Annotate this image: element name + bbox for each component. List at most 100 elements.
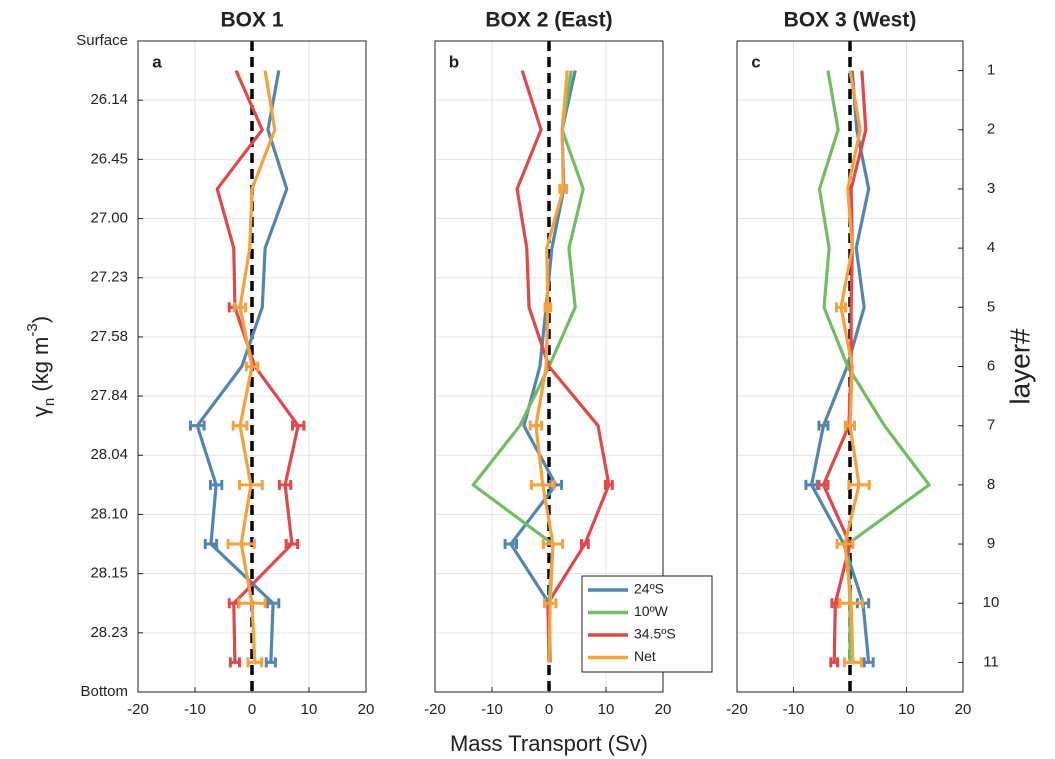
error-bar [834,302,847,313]
error-bar [528,420,544,431]
y-tick-label: 27.84 [90,387,128,404]
plot-frame [434,40,664,693]
y-tick-label: 28.23 [90,624,128,641]
series-line [534,70,569,663]
x-tick-label: 20 [358,701,375,718]
y2-tick-label: 9 [987,535,995,552]
y-tick-label: 27.23 [90,269,128,286]
y-tick-label: 28.10 [90,505,128,522]
y2-tick-label: 8 [987,476,995,493]
x-tick-label: -10 [481,701,503,718]
panel-title: BOX 1 [220,9,283,32]
y2-axis-label: layer# [1004,328,1035,405]
panel-label: c [751,52,760,71]
legend-label: 34.5ºS [634,626,676,642]
error-bar [835,539,855,550]
error-bar [838,598,864,609]
x-tick-label: 10 [898,701,915,718]
legend-label: Net [634,648,656,664]
error-bar [843,420,857,431]
x-axis-label: Mass Transport (Sv) [450,731,648,756]
series-line [515,70,611,663]
x-tick-label: -10 [184,701,206,718]
error-bar [804,479,819,490]
x-tick-label: -20 [726,701,748,718]
x-tick-label: 0 [545,701,553,718]
error-bar [862,657,875,668]
series-line [195,70,289,663]
y-axis-label-part: γ [28,406,53,417]
panel-title: BOX 3 (West) [784,9,917,32]
error-bar [603,479,614,490]
panel-label: b [449,52,459,71]
legend: 24ºS 10ºW 34.5ºS Net [581,575,713,673]
y2-tick-label: 2 [987,121,995,138]
y-axis-label-part: ) [28,316,53,323]
panel-title: BOX 2 (East) [485,9,612,32]
error-bar [541,539,565,550]
y-tick-label: 26.45 [90,150,128,167]
error-bar [284,539,300,550]
error-bar [208,479,224,490]
y2-tick-label: 3 [987,180,995,197]
y-axis-label-part: n [41,398,58,406]
y2-tick-label: 4 [987,239,995,256]
y2-tick-label: 11 [983,653,999,670]
error-bar [817,420,830,431]
x-tick-label: 10 [301,701,318,718]
error-bar [246,657,264,668]
error-bar [231,420,249,431]
y-tick-label: 28.04 [90,446,128,463]
x-tick-label: 10 [598,701,615,718]
plot-frame [137,40,367,693]
x-tick-label: 0 [248,701,256,718]
y2-tick-label: 5 [987,298,995,315]
x-tick-label: 20 [955,701,972,718]
error-bar [226,539,256,550]
error-bar [232,302,248,313]
y-tick-label: 27.00 [90,210,128,227]
error-bar [579,539,590,550]
y-tick-label: 26.14 [90,91,128,108]
error-bar [503,539,519,550]
error-bar [265,598,281,609]
y-tick-label: 27.58 [90,328,128,345]
y-axis-label-part: (kg m [28,337,53,398]
error-bar [842,657,863,668]
x-tick-label: -20 [127,701,149,718]
y2-tick-label: 6 [987,357,995,374]
error-bar [228,657,241,668]
error-bar [264,657,277,668]
plot-frame [736,40,964,693]
panel-label: a [152,52,162,71]
error-bar [237,598,267,609]
x-tick-label: 0 [846,701,854,718]
series-line [839,70,862,663]
error-bar [237,479,264,490]
x-tick-label: 20 [655,701,672,718]
legend-label: 10ºW [634,603,669,619]
y-axis-label: γn (kg m-3) [24,316,58,417]
error-bar [203,539,219,550]
y2-tick-label: 7 [987,417,995,434]
y-tick-label: 28.15 [90,565,128,582]
error-bar [542,598,558,609]
error-bar [290,420,306,431]
error-bar [558,183,569,194]
error-bar [543,302,553,313]
legend-label: 24ºS [634,581,664,597]
y2-tick-label: 10 [983,594,1000,611]
error-bar [529,479,556,490]
y2-tick-label: 1 [987,62,995,79]
error-bar [277,479,293,490]
y-tick-label: Surface [76,32,128,49]
error-bar [829,657,840,668]
x-tick-label: -10 [783,701,805,718]
y-tick-label: Bottom [80,683,128,700]
x-tick-label: -20 [424,701,446,718]
error-bar [188,420,206,431]
y-axis-label-part: -3 [24,323,41,336]
error-bar [847,479,871,490]
